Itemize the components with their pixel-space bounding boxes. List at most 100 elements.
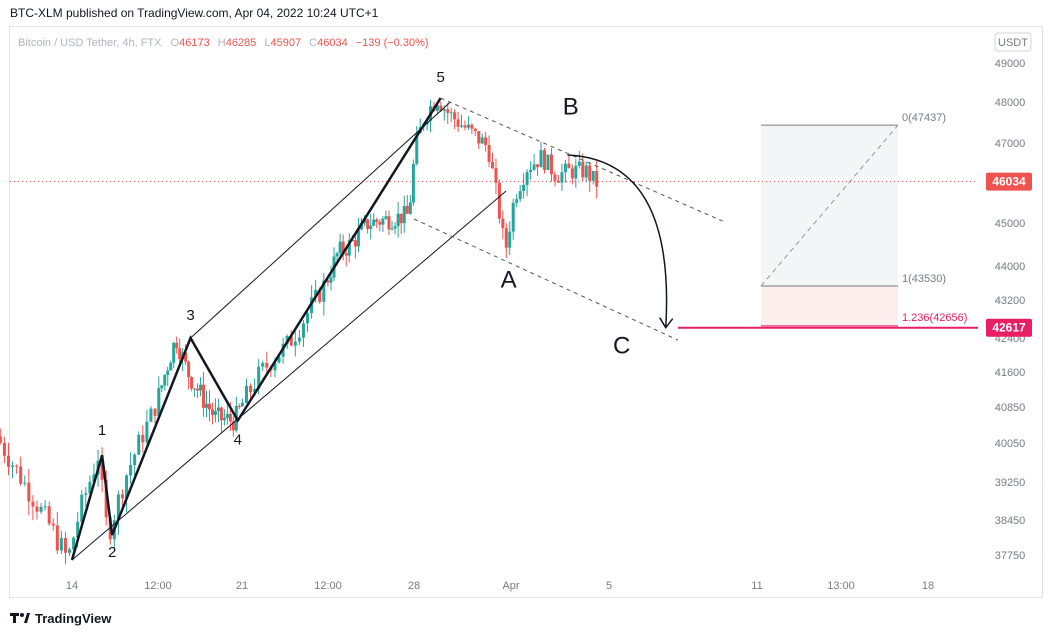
candle-body bbox=[100, 460, 104, 480]
chart-frame bbox=[9, 26, 1043, 598]
candle-body bbox=[237, 406, 241, 408]
y-tick-label: 40050 bbox=[995, 438, 1026, 450]
candle bbox=[141, 425, 145, 453]
candle bbox=[277, 356, 281, 364]
candle bbox=[231, 416, 235, 437]
candle-body bbox=[88, 481, 92, 494]
candle bbox=[570, 164, 574, 185]
candle bbox=[560, 163, 564, 191]
candle-body bbox=[153, 408, 157, 416]
open-value: 46173 bbox=[179, 37, 210, 49]
candle-body bbox=[318, 290, 322, 302]
candle-body bbox=[68, 549, 72, 553]
candle bbox=[15, 464, 19, 474]
candle-body bbox=[202, 384, 206, 408]
y-tick-label: 45000 bbox=[995, 218, 1026, 230]
candles[interactable] bbox=[0, 99, 599, 565]
candle-body bbox=[415, 133, 419, 164]
candle-body bbox=[387, 216, 391, 230]
candle-body bbox=[384, 216, 388, 219]
ohlc-legend: Bitcoin / USD Tether, 4h, FTX O46173 H46… bbox=[18, 37, 429, 49]
currency-button[interactable]: USDT bbox=[994, 32, 1032, 52]
impulse-channel-upper bbox=[190, 101, 451, 339]
candle bbox=[372, 213, 376, 227]
candle-body bbox=[289, 335, 293, 346]
candle-body bbox=[491, 161, 495, 169]
candle-body bbox=[301, 323, 305, 338]
candle bbox=[347, 233, 351, 263]
corrective-channel-upper bbox=[440, 97, 723, 222]
candle-body bbox=[574, 165, 578, 179]
y-tick-label: 44000 bbox=[995, 261, 1026, 273]
candle bbox=[366, 218, 370, 234]
candle bbox=[588, 161, 592, 192]
candle-body bbox=[219, 407, 223, 421]
candle bbox=[205, 391, 209, 417]
candle bbox=[470, 123, 474, 135]
candle bbox=[460, 114, 464, 129]
candle-body bbox=[222, 418, 226, 421]
candle bbox=[525, 169, 529, 197]
candle-body bbox=[341, 241, 345, 254]
candle bbox=[39, 502, 43, 515]
fibonacci-extension[interactable]: 0(47437) 1(43530) 1.236(42656) bbox=[760, 112, 967, 327]
candle bbox=[581, 153, 585, 182]
currency-button-label: USDT bbox=[998, 37, 1028, 49]
candle bbox=[178, 338, 182, 365]
candle bbox=[402, 195, 406, 233]
candle bbox=[387, 210, 391, 236]
footer: TradingView bbox=[10, 608, 111, 628]
x-tick-label: Apr bbox=[502, 580, 519, 592]
candle bbox=[591, 170, 595, 185]
candle-body bbox=[326, 280, 330, 283]
y-tick-label: 49000 bbox=[995, 58, 1026, 70]
candle bbox=[408, 195, 412, 215]
candle bbox=[6, 442, 10, 476]
x-axis[interactable]: 14 12:00 21 12:00 28 Apr 5 11 13:00 18 bbox=[66, 580, 934, 592]
candle-body bbox=[314, 290, 318, 298]
candle bbox=[43, 499, 47, 511]
change-value: −139 (−0.30%) bbox=[356, 37, 429, 49]
candle bbox=[449, 107, 453, 123]
wave-label: 2 bbox=[108, 544, 116, 561]
y-axis[interactable]: 4900048000470004500044000432004240041600… bbox=[995, 58, 1026, 562]
candle bbox=[405, 195, 409, 215]
fib-zone-upper bbox=[761, 125, 898, 286]
candle-body bbox=[539, 150, 543, 168]
candle bbox=[133, 452, 137, 477]
candle bbox=[463, 120, 467, 131]
candle-body bbox=[35, 506, 39, 512]
candle-body bbox=[556, 180, 560, 183]
candle-body bbox=[240, 402, 244, 407]
candle-body bbox=[193, 388, 197, 390]
candle-body bbox=[257, 366, 261, 389]
x-tick-label: 14 bbox=[66, 580, 78, 592]
candle bbox=[532, 154, 536, 171]
candle-body bbox=[129, 465, 133, 476]
candle bbox=[480, 133, 484, 144]
candle-body bbox=[393, 226, 397, 229]
candle bbox=[237, 403, 241, 410]
candle-body bbox=[306, 313, 310, 324]
candle-body bbox=[249, 385, 253, 393]
candle bbox=[202, 372, 206, 417]
candle bbox=[553, 171, 557, 187]
x-tick-label: 21 bbox=[236, 580, 248, 592]
candle bbox=[399, 213, 403, 235]
candle bbox=[187, 360, 191, 390]
close-label: C bbox=[309, 37, 317, 49]
candle bbox=[501, 210, 505, 240]
wave-label: 4 bbox=[234, 432, 242, 449]
x-tick-label: 12:00 bbox=[314, 580, 342, 592]
candle bbox=[172, 341, 176, 369]
candle-body bbox=[560, 172, 564, 183]
candle-body bbox=[228, 413, 232, 422]
candle bbox=[2, 436, 6, 464]
drawings[interactable] bbox=[70, 97, 723, 561]
y-tick-label: 40850 bbox=[995, 402, 1026, 414]
candle-body bbox=[453, 112, 457, 120]
candle bbox=[11, 461, 15, 479]
candle-body bbox=[581, 161, 585, 178]
candle bbox=[47, 501, 51, 526]
